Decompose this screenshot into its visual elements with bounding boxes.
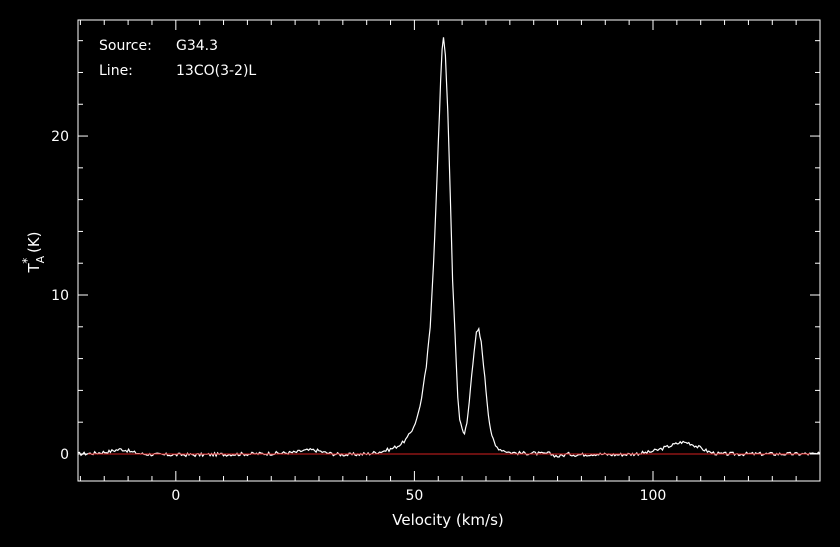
y-axis-label-main: T bbox=[25, 263, 43, 274]
y-tick-label: 0 bbox=[60, 447, 69, 463]
x-tick-label: 50 bbox=[405, 488, 423, 504]
x-tick-label: 100 bbox=[640, 488, 667, 504]
y-tick-label: 10 bbox=[51, 288, 69, 304]
chart-traces bbox=[77, 37, 821, 458]
y-axis-label-superscript: * bbox=[20, 258, 34, 264]
y-axis-label-subscript: A bbox=[34, 255, 47, 263]
y-axis-label-unit: (K) bbox=[25, 231, 43, 257]
y-tick-label: 20 bbox=[51, 129, 69, 145]
x-tick-label: 0 bbox=[171, 488, 180, 504]
axis-ticks: 0 50 100 0 10 20 bbox=[51, 20, 821, 504]
line-key: Line: bbox=[99, 63, 133, 79]
plot-frame bbox=[77, 19, 821, 482]
x-axis-label: Velocity (km/s) bbox=[392, 511, 503, 529]
y-axis-label: TA* (K) bbox=[20, 231, 47, 273]
source-value: G34.3 bbox=[176, 38, 218, 54]
source-key: Source: bbox=[99, 38, 152, 54]
line-value: 13CO(3-2)L bbox=[176, 63, 256, 79]
